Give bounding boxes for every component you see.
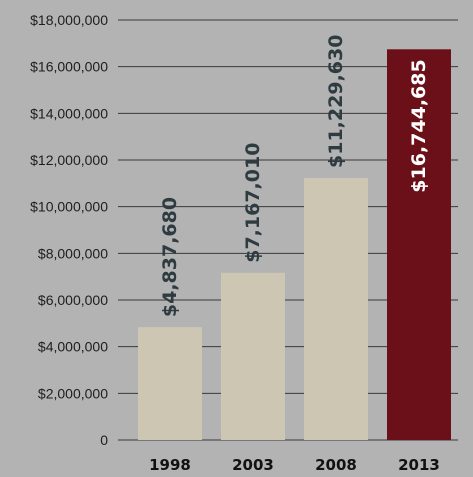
x-tick-label: 1998 xyxy=(149,456,191,474)
y-tick-label: $14,000,000 xyxy=(30,105,108,121)
y-tick-label: $4,000,000 xyxy=(38,339,108,355)
y-tick-label: $2,000,000 xyxy=(38,385,108,401)
x-tick-label: 2003 xyxy=(232,456,274,474)
bars xyxy=(138,49,451,441)
x-tick-label: 2008 xyxy=(315,456,357,474)
bar-value-labels: $4,837,680 $7,167,010 $11,229,630 $16,744,6… xyxy=(159,35,430,318)
y-tick-label: 0 xyxy=(100,432,108,448)
bar-2008 xyxy=(304,177,368,441)
y-tick-label: $8,000,000 xyxy=(38,245,108,261)
value-label: $11,229,630 xyxy=(325,35,347,168)
y-tick-label: $12,000,000 xyxy=(30,152,108,168)
bar-1998 xyxy=(138,327,202,440)
bar-2003 xyxy=(221,272,285,440)
value-label: $7,167,010 xyxy=(242,143,264,263)
value-label: $4,837,680 xyxy=(159,197,181,317)
y-tick-label: $18,000,000 xyxy=(30,12,108,28)
y-axis-tick-labels: 0 $2,000,000 $4,000,000 $6,000,000 $8,000,00… xyxy=(30,12,108,448)
x-axis-tick-labels: 1998 2003 2008 2013 xyxy=(149,456,440,474)
value-label: $16,744,685 xyxy=(408,59,430,192)
y-tick-label: $6,000,000 xyxy=(38,292,108,308)
y-tick-label: $16,000,000 xyxy=(30,59,108,75)
bar-2013 xyxy=(387,49,451,441)
y-tick-label: $10,000,000 xyxy=(30,199,108,215)
x-tick-label: 2013 xyxy=(398,456,440,474)
